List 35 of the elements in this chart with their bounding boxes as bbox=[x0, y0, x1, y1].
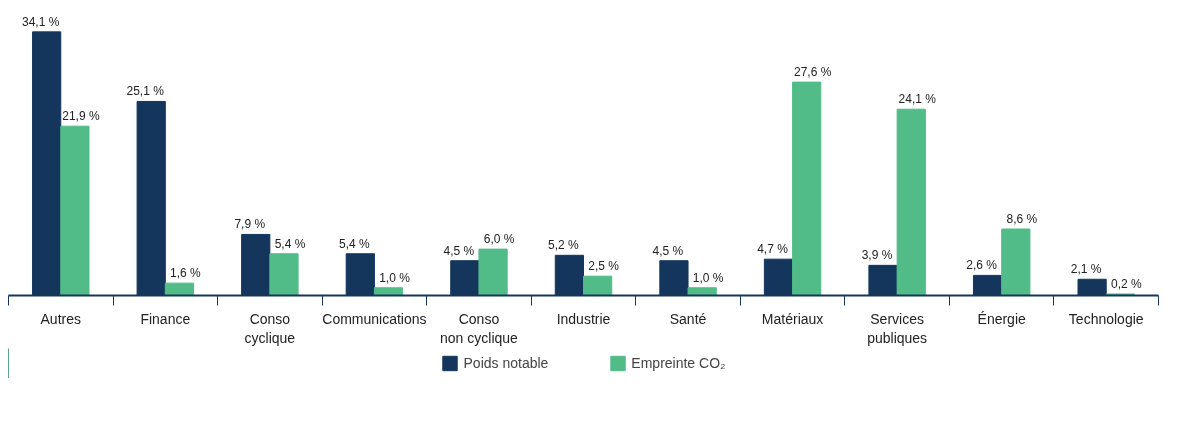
x-tick-label: Matériaux bbox=[761, 310, 824, 327]
data-label: 27,6 % bbox=[794, 65, 832, 80]
x-tick-label: Énergie bbox=[977, 310, 1027, 327]
data-label: 7,9 % bbox=[234, 217, 266, 232]
data-label: 5,2 % bbox=[548, 238, 580, 253]
data-label: 5,4 % bbox=[274, 236, 306, 251]
legend-label: Empreinte CO₂ bbox=[631, 355, 726, 371]
data-label: 1,0 % bbox=[692, 270, 724, 285]
x-tick-label: Finance bbox=[140, 310, 191, 327]
data-label: 1,0 % bbox=[379, 270, 411, 285]
data-label: 25,1 % bbox=[126, 84, 165, 99]
data-label: 4,5 % bbox=[443, 243, 475, 258]
data-label: 5,4 % bbox=[338, 236, 370, 251]
x-tick-label: Technologie bbox=[1068, 310, 1144, 327]
data-label: 6,0 % bbox=[483, 232, 515, 247]
x-tick-label: Industrie bbox=[556, 310, 611, 327]
data-label: 2,5 % bbox=[588, 259, 620, 274]
data-label: 2,1 % bbox=[1070, 262, 1102, 277]
legend-label: Poids notable bbox=[463, 355, 549, 371]
data-label: 21,9 % bbox=[62, 109, 100, 124]
data-label: 4,7 % bbox=[757, 242, 789, 257]
x-tick-label: Conso non cyclique bbox=[440, 310, 519, 346]
data-label: 34,1 % bbox=[21, 14, 60, 29]
x-tick-label: Communications bbox=[322, 310, 427, 327]
x-tick-label: Services publiques bbox=[867, 310, 928, 346]
x-tick-label: Conso cyclique bbox=[244, 310, 296, 346]
data-label: 1,6 % bbox=[170, 266, 202, 281]
x-tick-label: Autres bbox=[40, 310, 82, 327]
x-tick-label: Santé bbox=[669, 310, 707, 327]
data-label: 0,2 % bbox=[1111, 276, 1143, 291]
data-label: 2,6 % bbox=[966, 258, 998, 273]
data-label: 4,5 % bbox=[652, 243, 684, 258]
data-label: 8,6 % bbox=[1006, 212, 1038, 227]
data-label: 3,9 % bbox=[861, 248, 893, 263]
data-label: 24,1 % bbox=[898, 92, 937, 107]
